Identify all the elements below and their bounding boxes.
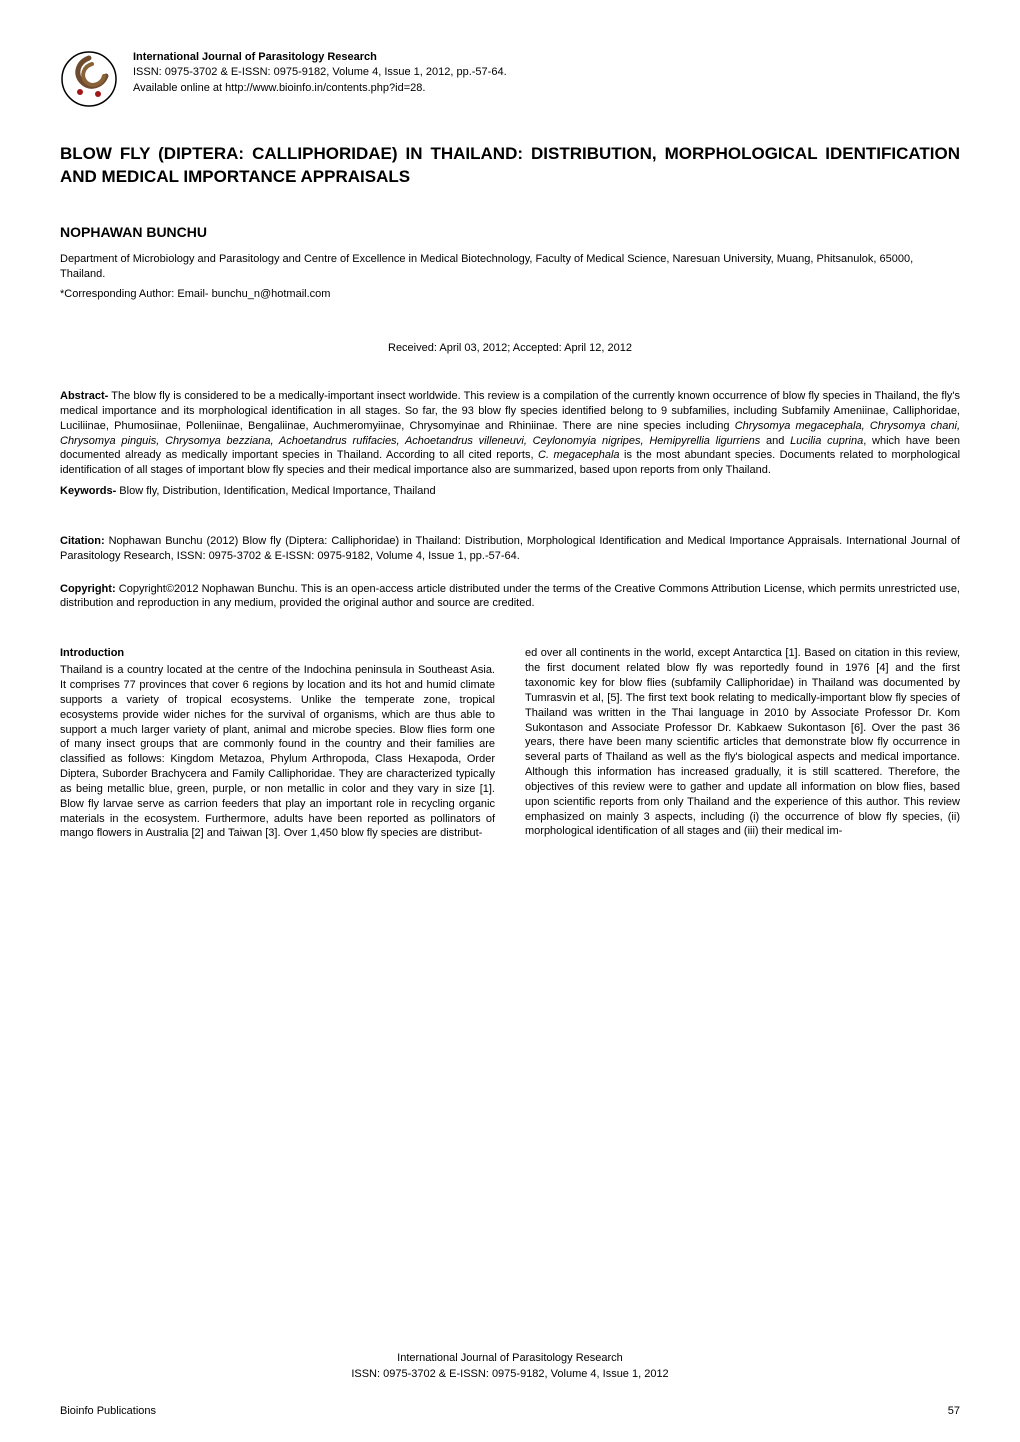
journal-info: International Journal of Parasitology Re… xyxy=(133,50,507,96)
citation-block: Citation: Nophawan Bunchu (2012) Blow fl… xyxy=(60,534,960,564)
keywords-label: Keywords- xyxy=(60,485,116,497)
footer-journal-name: International Journal of Parasitology Re… xyxy=(0,1351,1020,1366)
author-name: NOPHAWAN BUNCHU xyxy=(60,224,960,240)
copyright-text: Copyright©2012 Nophawan Bunchu. This is … xyxy=(60,583,960,610)
abstract-connector: and xyxy=(760,435,790,447)
footer-center: International Journal of Parasitology Re… xyxy=(0,1351,1020,1382)
copyright-label: Copyright: xyxy=(60,583,116,595)
introduction-text-col1: Thailand is a country located at the cen… xyxy=(60,663,495,841)
abstract-species-2: Lucilia cuprina xyxy=(790,435,863,447)
citation-label: Citation: xyxy=(60,535,105,547)
footer-publisher: Bioinfo Publications xyxy=(60,1405,156,1417)
abstract-label: Abstract- xyxy=(60,390,108,402)
keywords-block: Keywords- Blow fly, Distribution, Identi… xyxy=(60,484,960,499)
page-number: 57 xyxy=(948,1405,960,1417)
copyright-block: Copyright: Copyright©2012 Nophawan Bunch… xyxy=(60,582,960,612)
journal-logo xyxy=(60,50,118,108)
column-left: Introduction Thailand is a country locat… xyxy=(60,646,495,841)
keywords-text: Blow fly, Distribution, Identification, … xyxy=(116,485,435,497)
article-dates: Received: April 03, 2012; Accepted: Apri… xyxy=(60,342,960,354)
footer-issn: ISSN: 0975-3702 & E-ISSN: 0975-9182, Vol… xyxy=(0,1367,1020,1382)
column-right: ed over all continents in the world, exc… xyxy=(525,646,960,841)
citation-text: Nophawan Bunchu (2012) Blow fly (Diptera… xyxy=(60,535,960,562)
article-title: BLOW FLY (DIPTERA: CALLIPHORIDAE) IN THA… xyxy=(60,143,960,189)
abstract-species-3: C. megacephala xyxy=(538,449,620,461)
author-affiliation: Department of Microbiology and Parasitol… xyxy=(60,252,960,283)
introduction-text-col2: ed over all continents in the world, exc… xyxy=(525,646,960,839)
journal-url: Available online at http://www.bioinfo.i… xyxy=(133,81,507,96)
header-block: International Journal of Parasitology Re… xyxy=(60,50,960,108)
abstract-block: Abstract- The blow fly is considered to … xyxy=(60,389,960,478)
journal-name: International Journal of Parasitology Re… xyxy=(133,50,507,65)
corresponding-author: *Corresponding Author: Email- bunchu_n@h… xyxy=(60,287,960,302)
body-columns: Introduction Thailand is a country locat… xyxy=(60,646,960,841)
introduction-heading: Introduction xyxy=(60,646,495,661)
journal-issn: ISSN: 0975-3702 & E-ISSN: 0975-9182, Vol… xyxy=(133,65,507,80)
